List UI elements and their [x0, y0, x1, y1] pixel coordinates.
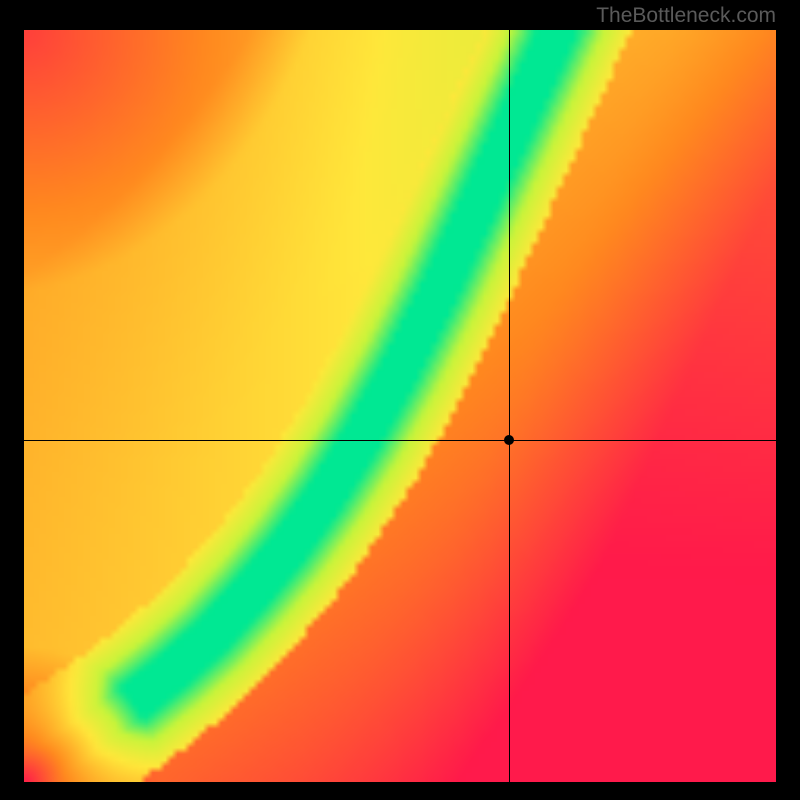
crosshair-vertical	[509, 30, 510, 782]
crosshair-marker-dot	[504, 435, 514, 445]
watermark-text: TheBottleneck.com	[596, 4, 776, 28]
heatmap-canvas	[24, 30, 776, 782]
crosshair-horizontal	[24, 440, 776, 441]
heatmap-plot	[24, 30, 776, 782]
